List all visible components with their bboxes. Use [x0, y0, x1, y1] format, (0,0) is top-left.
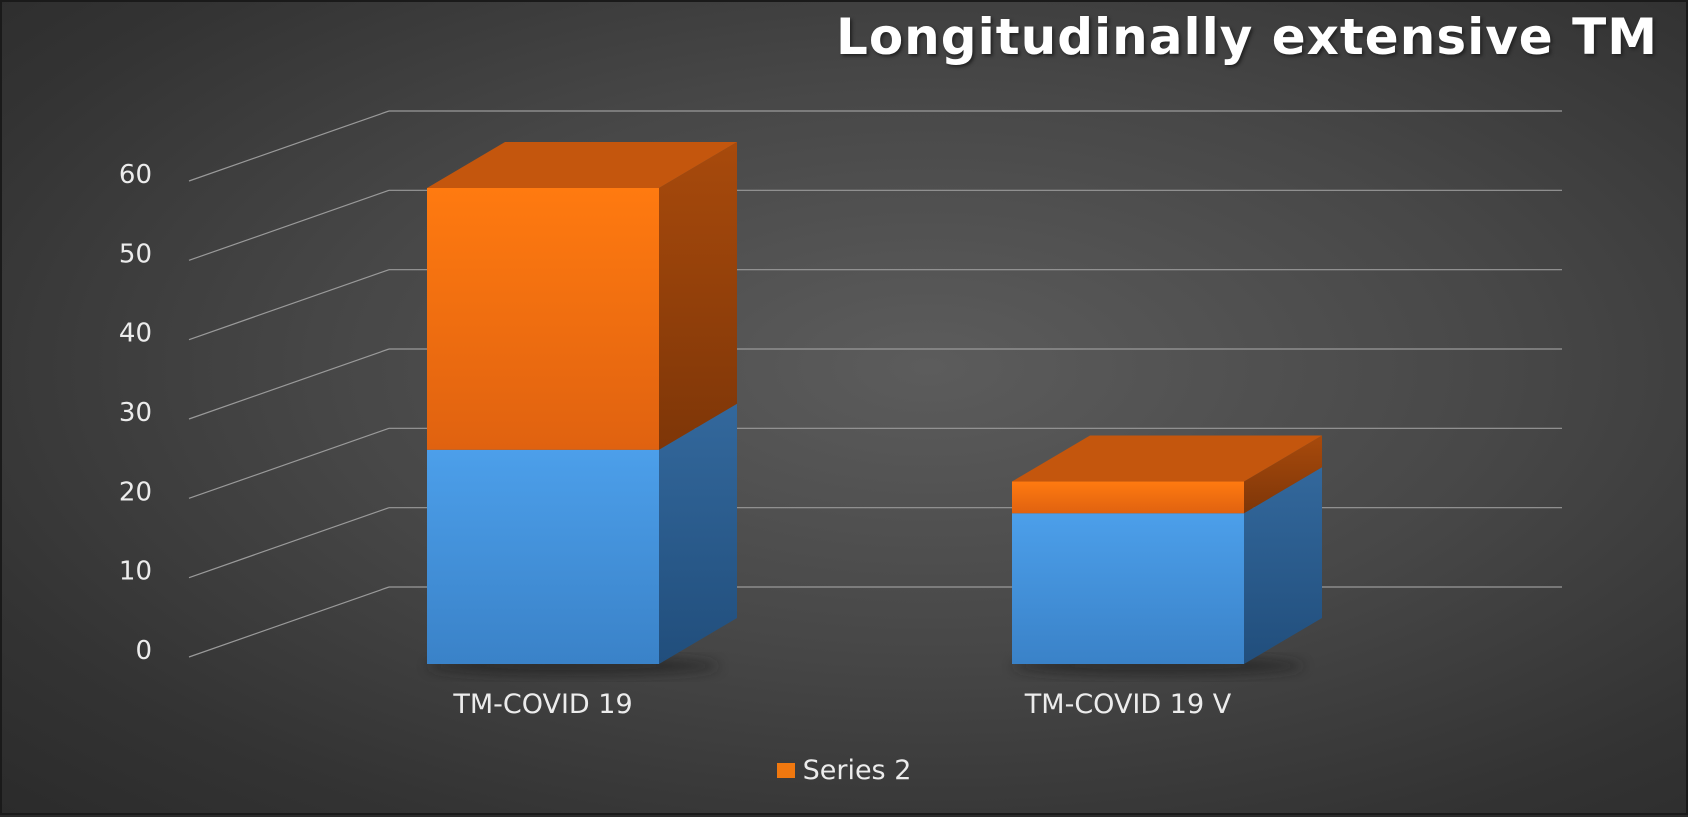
chart-title: Longitudinally extensive TM — [835, 8, 1658, 66]
gridline-depth — [188, 189, 390, 261]
bar-side-series-1 — [659, 403, 737, 664]
x-tick-label: TM-COVID 19 — [452, 689, 632, 720]
y-tick-label: 50 — [119, 239, 152, 269]
legend-swatch-series-2 — [776, 763, 795, 778]
y-tick-label: 0 — [135, 636, 152, 666]
y-tick-label: 40 — [119, 319, 152, 349]
gridline-depth — [188, 427, 390, 499]
bar-side-series-2 — [659, 142, 737, 450]
bar-series-1 — [427, 449, 659, 664]
y-tick-label: 10 — [119, 557, 152, 587]
bar-top-series-2 — [427, 142, 737, 188]
gridline-depth — [188, 586, 390, 658]
gridline-depth — [188, 507, 390, 579]
bar-series-2 — [427, 188, 659, 450]
gridline-depth — [188, 348, 390, 420]
bar-side-series-1 — [1244, 467, 1322, 664]
y-tick-label: 60 — [119, 160, 152, 190]
x-tick-label: TM-COVID 19 V — [1024, 689, 1232, 720]
y-tick-label: 30 — [119, 398, 152, 428]
bar-series-1 — [1012, 513, 1244, 664]
legend-label: Series 2 — [802, 755, 912, 786]
gridline-depth — [188, 110, 390, 182]
bar-side-series-2 — [1244, 435, 1322, 514]
bar-top-series-2 — [1012, 435, 1322, 482]
legend: Series 2 — [2, 754, 1686, 786]
bar-series-2 — [1012, 481, 1244, 514]
y-tick-label: 20 — [119, 477, 152, 507]
gridline-depth — [188, 269, 390, 341]
